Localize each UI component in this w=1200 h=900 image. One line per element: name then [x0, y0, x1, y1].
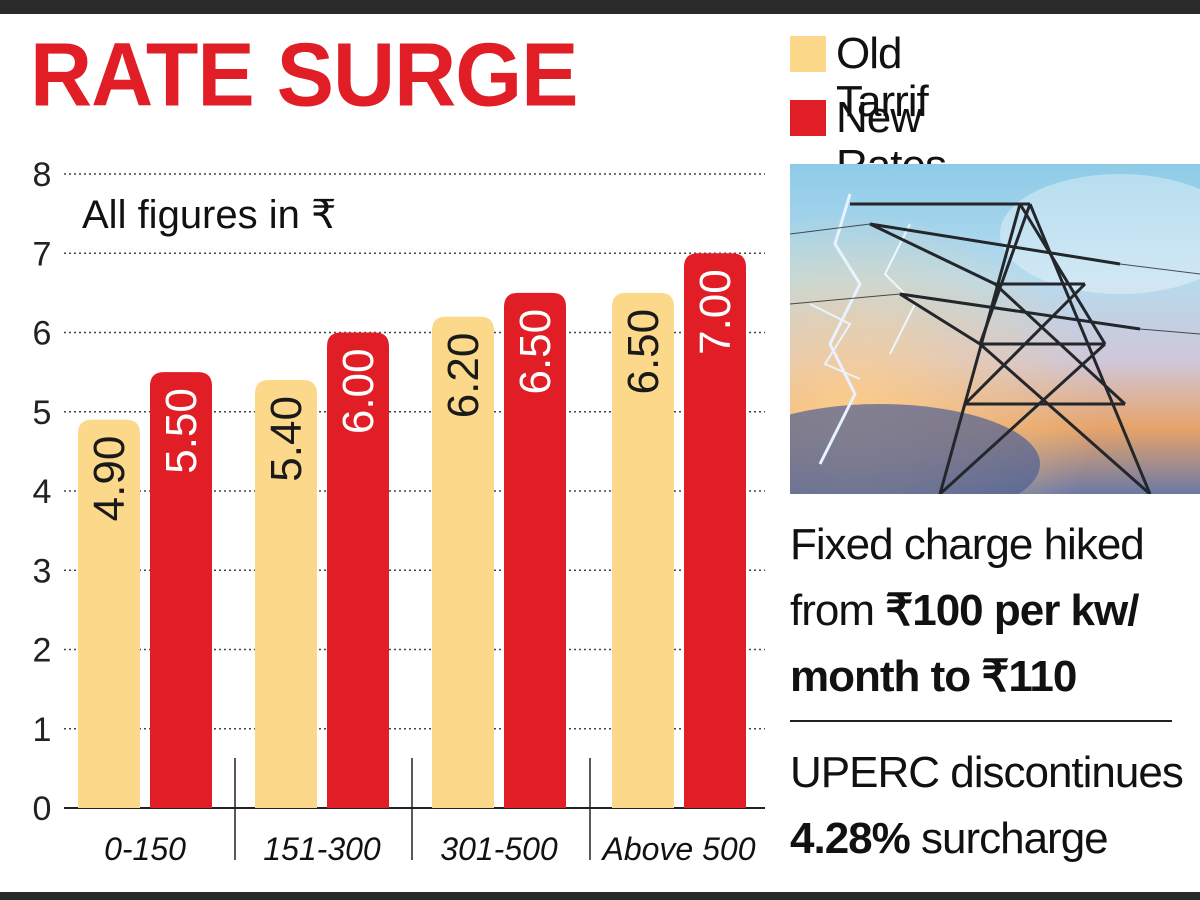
y-tick-label: 0 — [33, 790, 52, 828]
bar-new-rates — [684, 253, 746, 808]
chart-subtitle: All figures in ₹ — [82, 193, 336, 237]
bar-new-rates — [504, 292, 566, 808]
fixed-charge-from-prefix: from — [790, 586, 886, 635]
bar-value-label: 7.00 — [691, 269, 740, 355]
bar-old-tarrif — [432, 316, 494, 808]
bar-value-label: 5.50 — [157, 388, 206, 474]
surcharge-note: UPERC discontinues 4.28% surcharge — [790, 740, 1190, 872]
y-tick-label: 4 — [33, 473, 52, 511]
fixed-charge-to-amount: ₹110 — [981, 652, 1077, 701]
surcharge-line1: UPERC discontinues — [790, 748, 1184, 797]
y-tick-label: 5 — [33, 394, 52, 432]
bar-value-label: 5.40 — [262, 396, 311, 482]
bar-value-label: 4.90 — [85, 436, 134, 522]
y-tick-label: 3 — [33, 552, 52, 590]
x-category-label: 301-500 — [440, 831, 558, 867]
x-category-label: Above 500 — [600, 831, 755, 867]
surcharge-rest: surcharge — [909, 814, 1109, 863]
x-category-label: 0-150 — [104, 831, 186, 867]
bar-value-label: 6.00 — [334, 349, 383, 435]
legend-swatch-new — [790, 100, 826, 136]
bar-new-rates — [150, 372, 212, 808]
chart-title: RATE SURGE — [30, 24, 578, 126]
bar-old-tarrif — [612, 292, 674, 808]
fixed-charge-from-amount: ₹100 per kw/ — [885, 586, 1139, 635]
power-tower-photo — [790, 164, 1200, 494]
bar-new-rates — [327, 332, 389, 808]
y-tick-label: 2 — [33, 632, 52, 670]
y-tick-label: 8 — [33, 156, 52, 194]
bar-value-label: 6.50 — [511, 309, 560, 395]
y-tick-label: 6 — [33, 315, 52, 353]
y-tick-label: 7 — [33, 235, 52, 273]
fixed-charge-note: Fixed charge hiked from ₹100 per kw/ mon… — [790, 512, 1190, 710]
bar-value-label: 6.50 — [619, 309, 668, 395]
surcharge-pct: 4.28% — [790, 814, 911, 863]
fixed-charge-month-to: month to — [790, 652, 982, 701]
legend-swatch-old — [790, 36, 826, 72]
x-category-label: 151-300 — [263, 831, 381, 867]
bar-old-tarrif — [78, 419, 140, 808]
note-divider — [790, 720, 1172, 722]
y-tick-label: 1 — [33, 711, 52, 749]
bar-chart: 4.90 5.50 5.40 6.00 6.20 6.50 6.50 7.00 0 1 2 3 4 5 6… — [33, 156, 765, 867]
legend-label-old: Old Tarrif — [836, 29, 929, 126]
fixed-charge-line1: Fixed charge hiked — [790, 520, 1145, 569]
bar-old-tarrif — [255, 380, 317, 808]
bar-value-label: 6.20 — [439, 333, 488, 419]
